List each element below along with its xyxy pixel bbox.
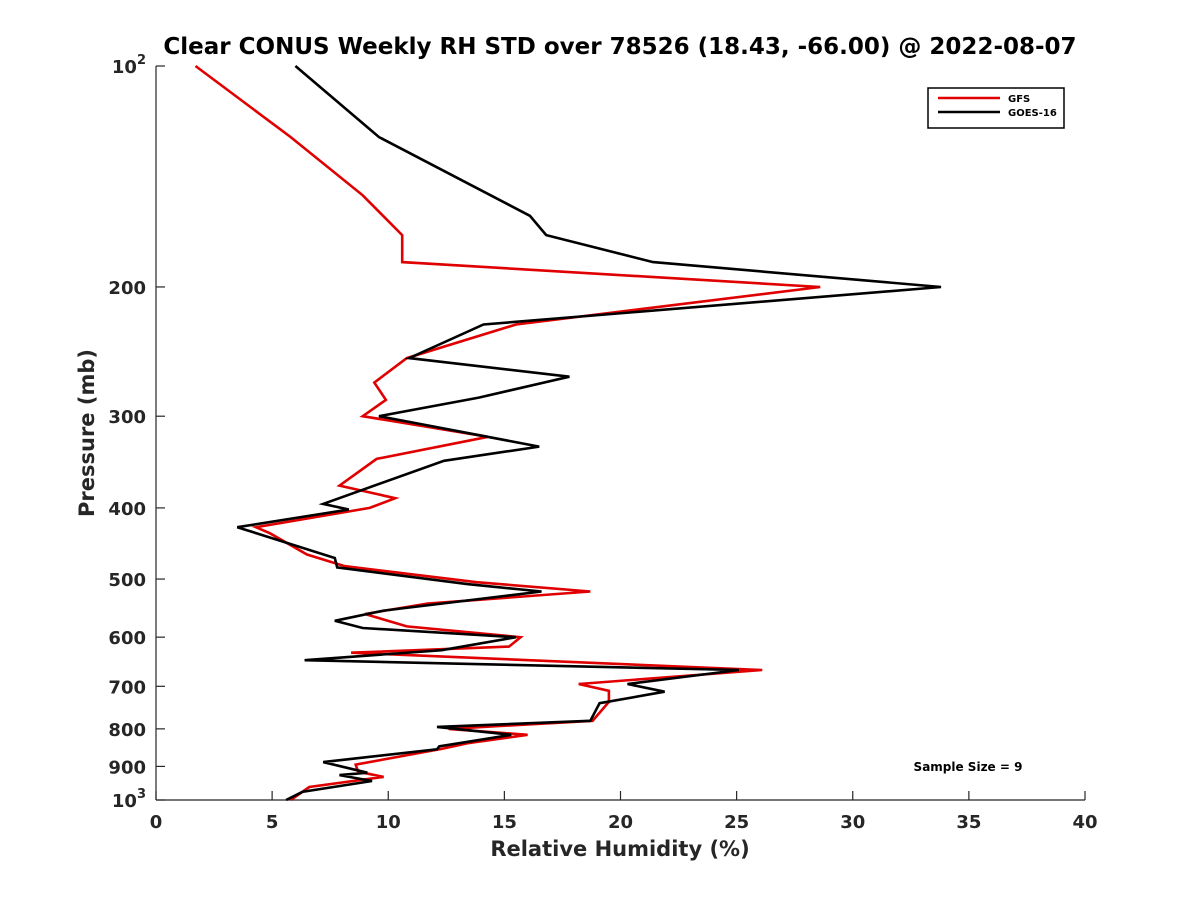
- x-tick-label: 35: [956, 812, 981, 833]
- legend-label-goes-16: GOES-16: [1008, 108, 1057, 119]
- y-tick-label: 400: [108, 499, 146, 520]
- legend: GFS GOES-16: [927, 87, 1065, 129]
- series-line-gfs: [194, 64, 821, 802]
- x-tick-label: 20: [608, 812, 633, 833]
- y-tick-label: 900: [108, 757, 146, 778]
- y-tick-label: 102: [112, 53, 146, 78]
- y-tick-label: 700: [108, 677, 146, 698]
- y-tick-label: 500: [108, 570, 146, 591]
- legend-label-gfs: GFS: [1008, 94, 1030, 105]
- x-axis-label: Relative Humidity (%): [490, 837, 749, 861]
- x-tick-label: 15: [492, 812, 517, 833]
- y-axis-label: Pressure (mb): [75, 349, 99, 517]
- y-tick-label: 300: [108, 407, 146, 428]
- x-tick-label: 25: [724, 812, 749, 833]
- y-tick-label: 800: [108, 720, 146, 741]
- sample-size-annotation: Sample Size = 9: [914, 760, 1023, 774]
- x-tick-label: 5: [266, 812, 279, 833]
- series-line-goes-16: [236, 65, 942, 802]
- series-layer: [194, 64, 942, 802]
- y-tick-label: 103: [112, 787, 146, 812]
- plot-axes: 0 5 10 15 20 25 30 35 40 102 200 300 400 500 600 700 800…: [108, 53, 1097, 833]
- x-tick-label: 40: [1072, 812, 1097, 833]
- chart-title: Clear CONUS Weekly RH STD over 78526 (18…: [163, 34, 1076, 60]
- x-tick-label: 30: [840, 812, 865, 833]
- x-tick-label: 10: [376, 812, 401, 833]
- x-tick-label: 0: [150, 812, 163, 833]
- y-tick-label: 600: [108, 628, 146, 649]
- legend-box: [927, 87, 1065, 129]
- y-tick-label: 200: [108, 278, 146, 299]
